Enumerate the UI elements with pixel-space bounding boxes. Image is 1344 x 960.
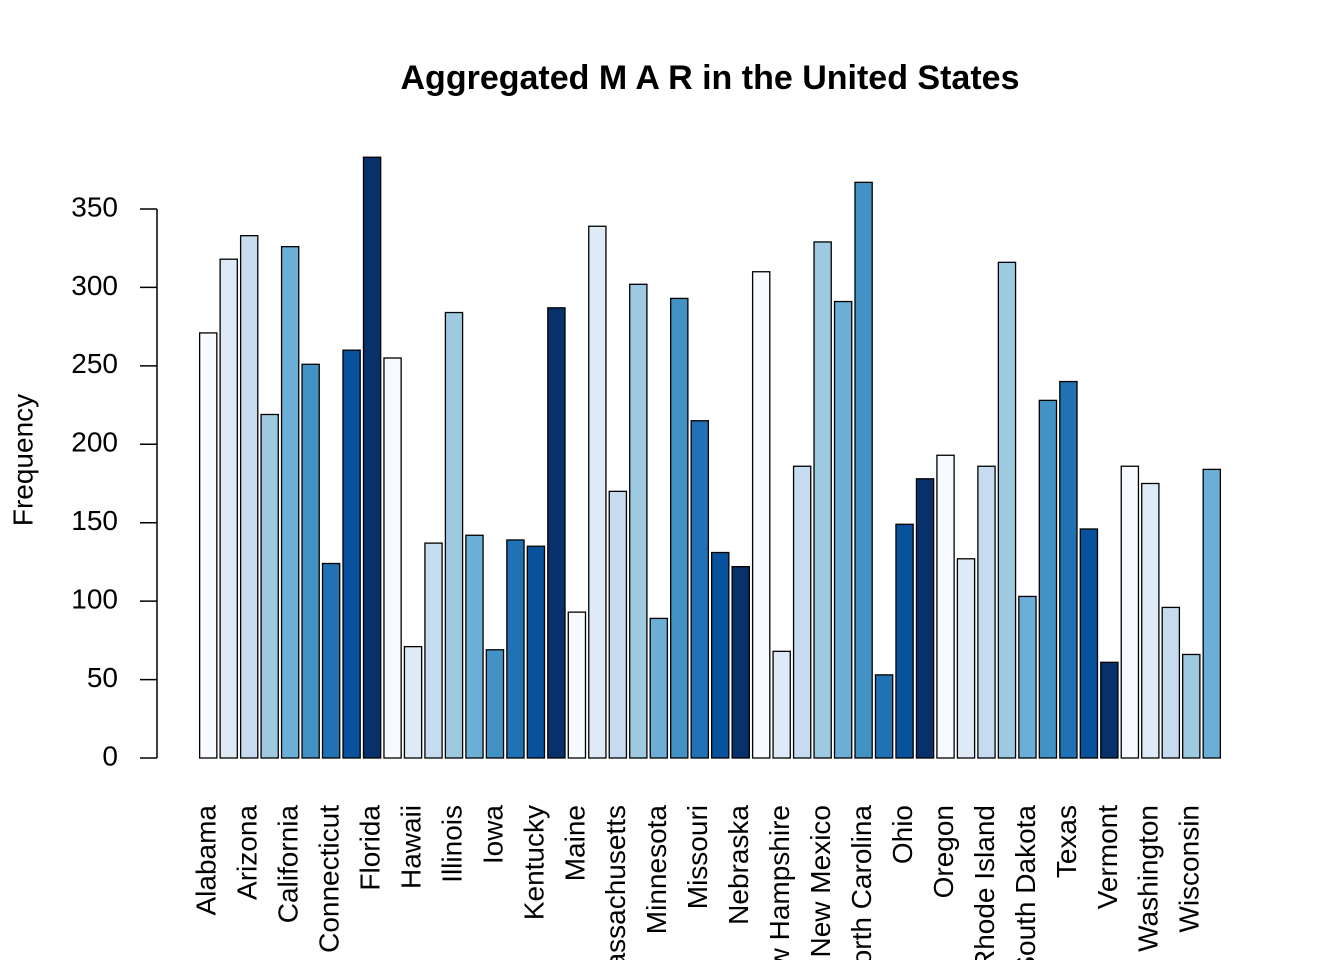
bar (1100, 661, 1119, 759)
bar (444, 311, 464, 759)
x-tick-label: Massachusetts (600, 805, 631, 960)
bar (506, 539, 525, 759)
y-tick-label: 100 (71, 584, 118, 615)
bar (772, 650, 791, 759)
bar (260, 413, 279, 759)
bar (1038, 399, 1058, 759)
bar (1079, 528, 1099, 759)
x-tick-label: Maine (559, 805, 590, 881)
y-tick-label: 250 (71, 348, 118, 379)
bar (915, 478, 935, 759)
bar (465, 534, 484, 759)
bar (813, 241, 832, 759)
bar (1141, 482, 1160, 759)
y-tick-label: 200 (71, 427, 118, 458)
x-tick-label: Arizona (232, 805, 263, 900)
bar (1182, 653, 1201, 759)
bar (567, 611, 587, 759)
bar (219, 258, 238, 759)
x-tick-label: Ohio (887, 805, 918, 864)
x-tick-label: Vermont (1092, 805, 1123, 909)
bar (403, 645, 423, 759)
bar (833, 300, 853, 759)
bar (588, 225, 607, 759)
x-tick-label: New Hampshire (764, 805, 795, 960)
x-tick-label: Connecticut (314, 805, 345, 953)
y-tick-label: 150 (71, 505, 118, 536)
bar (895, 523, 914, 759)
x-tick-label: Rhode Island (969, 805, 1000, 960)
x-tick-label: Missouri (682, 805, 713, 909)
bar (424, 542, 443, 759)
x-tick-label: Alabama (191, 805, 222, 916)
x-tick-label: South Dakota (1010, 805, 1041, 960)
bar (1202, 468, 1222, 759)
x-tick-label: Oregon (928, 805, 959, 898)
y-axis-label: Frequency (7, 394, 38, 526)
y-tick-label: 300 (71, 270, 118, 301)
bar (997, 261, 1017, 759)
x-tick-label: Iowa (477, 805, 508, 865)
bar (608, 490, 628, 759)
bar (629, 283, 648, 759)
bar (977, 465, 996, 759)
bar (526, 545, 546, 759)
bar (342, 349, 361, 759)
bar (854, 181, 873, 759)
bar (751, 271, 771, 759)
bar (362, 156, 382, 759)
bar (239, 235, 259, 759)
x-tick-label: Hawaii (395, 805, 426, 889)
bar (690, 420, 710, 759)
x-tick-label: Florida (354, 805, 385, 891)
x-tick-label: California (273, 805, 304, 924)
bar (792, 465, 812, 759)
x-tick-label: Nebraska (723, 805, 754, 925)
bar (670, 297, 689, 759)
bar (874, 674, 894, 759)
chart-title: Aggregated M A R in the United States (401, 59, 1020, 97)
bar (321, 562, 341, 759)
x-tick-label: Minnesota (641, 805, 672, 935)
x-tick-label: Illinois (436, 805, 467, 883)
bar (936, 454, 955, 759)
bar (1120, 465, 1140, 759)
y-tick-label: 0 (102, 740, 118, 771)
bar (547, 307, 566, 759)
bar (383, 357, 402, 759)
bar (1161, 606, 1181, 759)
bar (280, 245, 300, 759)
bar (731, 565, 750, 759)
x-tick-label: Washington (1133, 805, 1164, 952)
y-tick-label: 350 (71, 191, 118, 222)
x-tick-label: New Mexico (805, 805, 836, 957)
bar (301, 363, 320, 759)
x-tick-label: Wisconsin (1174, 805, 1205, 933)
x-tick-label: North Carolina (846, 805, 877, 960)
bar (956, 558, 976, 759)
bar (1059, 380, 1078, 759)
y-tick-label: 50 (87, 662, 118, 693)
x-tick-label: Kentucky (518, 805, 549, 920)
bar (485, 649, 505, 759)
x-tick-label: Texas (1051, 805, 1082, 878)
bar (649, 617, 669, 759)
bar (198, 332, 218, 759)
bar (1018, 595, 1037, 759)
bar (710, 551, 730, 759)
